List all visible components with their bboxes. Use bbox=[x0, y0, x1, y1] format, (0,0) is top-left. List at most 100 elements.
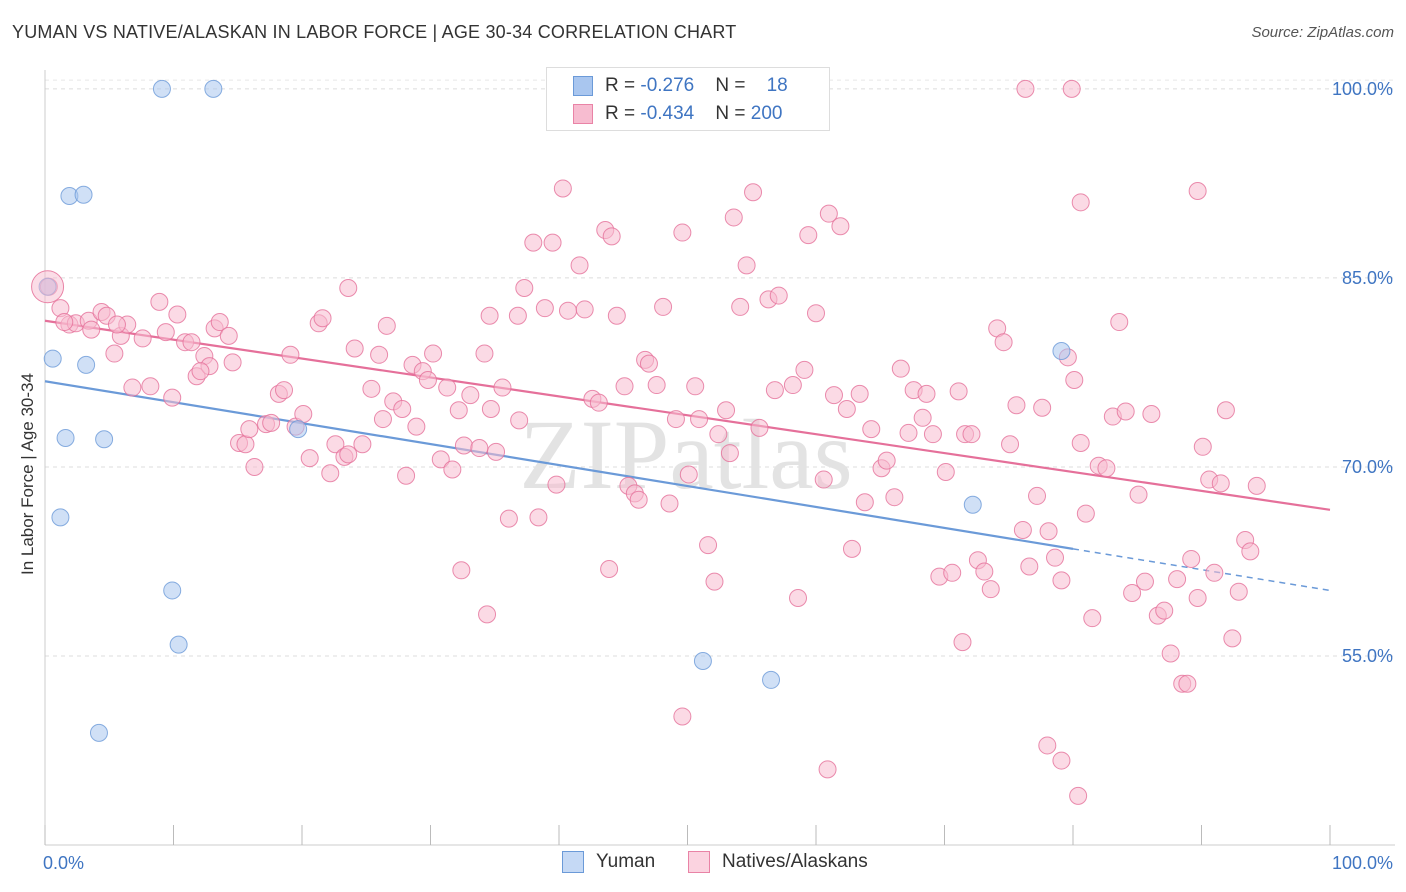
data-point bbox=[885, 488, 904, 507]
data-point bbox=[393, 399, 412, 418]
data-point bbox=[1046, 548, 1065, 567]
data-point bbox=[1182, 549, 1201, 568]
data-point bbox=[373, 410, 392, 429]
data-point bbox=[74, 185, 93, 204]
data-point bbox=[95, 430, 114, 449]
data-point bbox=[1016, 79, 1035, 98]
data-point bbox=[1142, 405, 1161, 424]
data-point bbox=[1020, 557, 1039, 576]
data-point bbox=[163, 581, 182, 600]
y-tick-label: 70.0% bbox=[1342, 457, 1393, 477]
data-point bbox=[795, 360, 814, 379]
data-point bbox=[547, 475, 566, 494]
data-point bbox=[1123, 583, 1142, 602]
data-point bbox=[152, 79, 171, 98]
data-point bbox=[1216, 401, 1235, 420]
data-point bbox=[499, 509, 518, 528]
x-tick-label: 100.0% bbox=[1332, 853, 1393, 873]
data-point bbox=[191, 362, 210, 381]
data-point bbox=[51, 508, 70, 527]
data-point bbox=[487, 442, 506, 461]
data-point bbox=[245, 457, 264, 476]
data-point bbox=[765, 381, 784, 400]
data-point bbox=[899, 423, 918, 442]
data-point bbox=[1028, 486, 1047, 505]
data-point bbox=[300, 449, 319, 468]
data-point bbox=[377, 316, 396, 335]
data-point bbox=[589, 393, 608, 412]
data-point bbox=[1013, 520, 1032, 539]
points bbox=[31, 79, 1266, 805]
data-point bbox=[82, 320, 101, 339]
data-point bbox=[449, 401, 468, 420]
data-point bbox=[1211, 474, 1230, 493]
data-point bbox=[690, 410, 709, 429]
data-point bbox=[275, 381, 294, 400]
data-point bbox=[724, 208, 743, 227]
legend-n-label: N = bbox=[715, 103, 751, 124]
data-point bbox=[699, 536, 718, 555]
data-point bbox=[660, 494, 679, 513]
data-point bbox=[262, 413, 281, 432]
data-point bbox=[281, 345, 300, 364]
legend-n-label: N = bbox=[715, 75, 751, 96]
y-axis-label: In Labor Force | Age 30-34 bbox=[18, 373, 37, 575]
data-point bbox=[720, 444, 739, 463]
data-point bbox=[345, 339, 364, 358]
data-point bbox=[558, 301, 577, 320]
data-point bbox=[807, 304, 825, 323]
trend-line bbox=[44, 319, 1331, 511]
data-point bbox=[524, 233, 543, 252]
data-point bbox=[1223, 629, 1242, 648]
data-point bbox=[994, 333, 1013, 352]
data-point bbox=[475, 344, 494, 363]
tick-labels: 55.0% 70.0% 85.0% 100.0% 0.0% 100.0% bbox=[43, 79, 1393, 873]
legend-text-natives: R = -0.434 N = 200 bbox=[605, 103, 782, 125]
data-point bbox=[1069, 786, 1088, 805]
data-point bbox=[1229, 582, 1248, 601]
bottom-legend-label-natives: Natives/Alaskans bbox=[722, 851, 868, 872]
legend-n-value: 18 bbox=[766, 75, 788, 96]
data-point bbox=[877, 451, 896, 470]
data-point bbox=[510, 411, 529, 430]
data-point bbox=[962, 425, 981, 444]
data-point bbox=[750, 418, 769, 437]
trend-lines bbox=[44, 319, 1331, 592]
data-point bbox=[1155, 601, 1174, 620]
data-point bbox=[1033, 398, 1052, 417]
data-point bbox=[418, 371, 437, 389]
data-point bbox=[783, 376, 802, 395]
data-point bbox=[424, 344, 443, 363]
data-point bbox=[814, 470, 833, 489]
data-point bbox=[89, 723, 108, 742]
watermark: ZIPatlas bbox=[519, 399, 852, 510]
data-point bbox=[891, 359, 910, 378]
data-point bbox=[679, 465, 698, 484]
data-point bbox=[1076, 504, 1095, 523]
chart-title: YUMAN VS NATIVE/ALASKAN IN LABOR FORCE |… bbox=[12, 22, 737, 42]
data-point bbox=[607, 306, 626, 325]
data-point bbox=[602, 227, 621, 246]
data-point bbox=[438, 378, 457, 397]
data-point bbox=[629, 490, 648, 509]
data-point bbox=[936, 462, 955, 481]
data-point bbox=[923, 425, 942, 444]
data-point bbox=[575, 300, 594, 319]
data-point bbox=[123, 378, 142, 397]
data-point bbox=[339, 279, 358, 298]
data-point bbox=[1188, 589, 1207, 608]
data-point bbox=[1052, 751, 1071, 770]
bottom-legend-yuman: Yuman bbox=[562, 851, 655, 873]
axes bbox=[44, 70, 1395, 846]
data-point bbox=[543, 233, 562, 252]
data-point bbox=[1110, 313, 1129, 332]
data-point bbox=[461, 386, 480, 405]
data-point bbox=[223, 353, 242, 372]
bottom-legend-swatch-natives bbox=[688, 851, 710, 873]
data-point bbox=[673, 707, 692, 726]
bottom-legend: Yuman Natives/Alaskans bbox=[0, 851, 1406, 879]
legend-r-label: R = bbox=[605, 103, 641, 124]
data-point bbox=[1071, 434, 1090, 453]
legend-text-yuman: R = -0.276 N = 18 bbox=[605, 75, 788, 97]
data-point bbox=[370, 345, 389, 364]
